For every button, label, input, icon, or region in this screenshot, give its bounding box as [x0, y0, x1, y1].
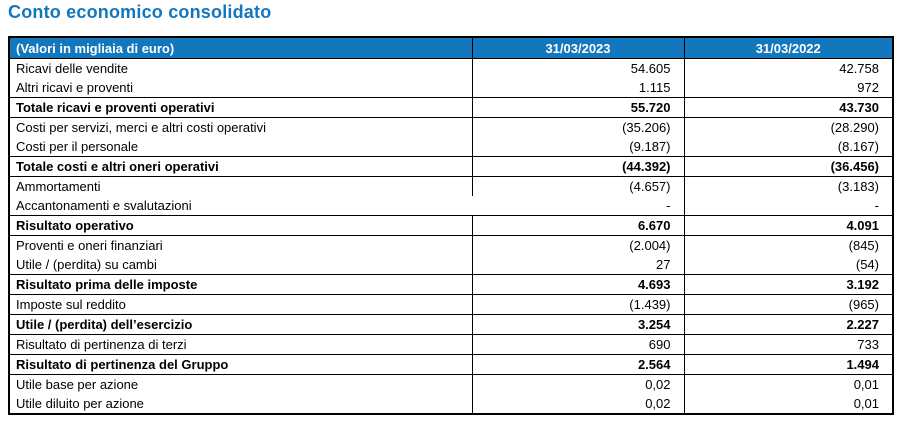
income-statement-table: (Valori in migliaia di euro) 31/03/2023 … [8, 36, 894, 415]
value-2023: 0,02 [471, 394, 684, 414]
table-row: Risultato prima delle imposte 4.693 3.19… [9, 274, 893, 295]
table-row: Proventi e oneri finanziari (2.004) (845… [9, 235, 893, 255]
row-label: Ammortamenti [16, 179, 101, 194]
value-2022: 733 [683, 334, 893, 355]
value-2023: 27 [471, 255, 684, 275]
row-label: Accantonamenti e svalutazioni [9, 196, 472, 216]
row-label: Risultato operativo [9, 215, 472, 236]
value-2023: (35.206) [471, 117, 684, 137]
page-title: Conto economico consolidato [8, 2, 272, 22]
row-label: Totale ricavi e proventi operativi [9, 97, 472, 118]
row-label: Costi per servizi, merci e altri costi o… [16, 120, 266, 135]
row-label: Risultato di pertinenza di terzi [9, 334, 472, 355]
row-label: Risultato prima delle imposte [9, 274, 472, 295]
table-row: Ammortamenti (4.657) (3.183) [9, 176, 893, 196]
value-2022: 3.192 [683, 274, 893, 295]
value-2023: 690 [471, 334, 684, 355]
table-body: Ricavi delle vendite 54.605 42.758 Altri… [9, 58, 893, 414]
table-row: Risultato di pertinenza del Gruppo 2.564… [9, 354, 893, 375]
row-label: Utile / (perdita) dell’esercizio [9, 314, 472, 335]
table-row: Costi per servizi, merci e altri costi o… [9, 117, 893, 137]
row-label: Proventi e oneri finanziari [16, 238, 163, 253]
value-2023: 0,02 [471, 374, 684, 394]
value-2022: 2.227 [683, 314, 893, 335]
row-label: Utile / (perdita) su cambi [9, 255, 472, 275]
value-2022: (3.183) [683, 176, 893, 196]
value-2022: 0,01 [683, 374, 893, 394]
row-label: Risultato di pertinenza del Gruppo [9, 354, 472, 375]
value-2023: 2.564 [471, 354, 684, 375]
value-2023: 4.693 [471, 274, 684, 295]
table-row: Utile base per azione 0,02 0,01 [9, 374, 893, 394]
table-row: Totale ricavi e proventi operativi 55.72… [9, 97, 893, 118]
value-2022: 42.758 [683, 58, 893, 78]
row-label: Imposte sul reddito [9, 294, 472, 315]
table-row: Costi per il personale (9.187) (8.167) [9, 137, 893, 157]
row-label: Totale costi e altri oneri operativi [9, 156, 472, 177]
value-2023: 1.115 [471, 78, 684, 98]
table-row: Altri ricavi e proventi 1.115 972 [9, 78, 893, 98]
table-row: Accantonamenti e svalutazioni - - [9, 196, 893, 216]
header-col-2022: 31/03/2022 [683, 37, 893, 59]
value-2023: 55.720 [471, 97, 684, 118]
value-2022: (8.167) [683, 137, 893, 157]
value-2022: (28.290) [683, 117, 893, 137]
value-2022: 4.091 [683, 215, 893, 236]
table-header-row: (Valori in migliaia di euro) 31/03/2023 … [9, 37, 893, 59]
table-row: Utile / (perdita) dell’esercizio 3.254 2… [9, 314, 893, 335]
table-row: Utile / (perdita) su cambi 27 (54) [9, 255, 893, 275]
value-2022: 0,01 [683, 394, 893, 414]
value-2023: 3.254 [471, 314, 684, 335]
value-2022: 972 [683, 78, 893, 98]
header-col-2023: 31/03/2023 [471, 37, 684, 59]
value-2023: (44.392) [471, 156, 684, 177]
value-2023: (2.004) [471, 235, 684, 255]
value-2022: - [683, 196, 893, 216]
value-2023: (1.439) [471, 294, 684, 315]
row-label: Utile diluito per azione [16, 396, 144, 411]
value-2022: (36.456) [683, 156, 893, 177]
table-row: Imposte sul reddito (1.439) (965) [9, 294, 893, 315]
row-label: Altri ricavi e proventi [9, 78, 472, 98]
header-units-label: (Valori in migliaia di euro) [9, 37, 472, 59]
value-2023: (4.657) [471, 176, 684, 196]
value-2023: 6.670 [471, 215, 684, 236]
value-2022: (54) [683, 255, 893, 275]
row-label: Costi per il personale [9, 137, 472, 157]
value-2022: 43.730 [683, 97, 893, 118]
table-row: Risultato operativo 6.670 4.091 [9, 215, 893, 236]
table-row: Totale costi e altri oneri operativi (44… [9, 156, 893, 177]
value-2022: (965) [683, 294, 893, 315]
table-row: Ricavi delle vendite 54.605 42.758 [9, 58, 893, 78]
value-2022: (845) [683, 235, 893, 255]
value-2022: 1.494 [683, 354, 893, 375]
row-label: Ricavi delle vendite [16, 61, 129, 76]
table-row: Risultato di pertinenza di terzi 690 733 [9, 334, 893, 355]
row-label: Utile base per azione [16, 377, 139, 392]
table-row: Utile diluito per azione 0,02 0,01 [9, 394, 893, 414]
value-2023: - [472, 196, 684, 216]
value-2023: (9.187) [471, 137, 684, 157]
value-2023: 54.605 [471, 58, 684, 78]
